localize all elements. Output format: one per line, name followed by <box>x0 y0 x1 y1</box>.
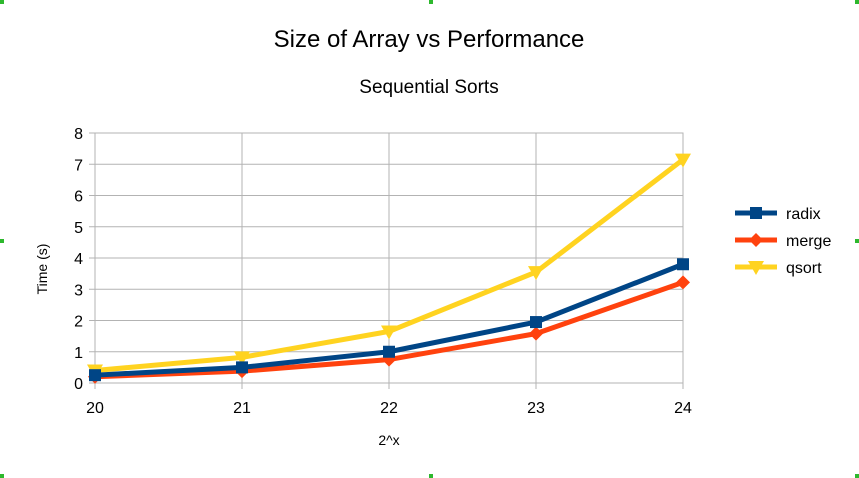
data-point-radix <box>89 369 101 382</box>
y-tick-label: 0 <box>74 376 83 393</box>
legend-item-qsort: qsort <box>735 260 822 277</box>
resize-handle[interactable] <box>0 474 4 478</box>
legend: radix merge qsort <box>735 206 831 277</box>
y-tick-label: 3 <box>74 282 83 299</box>
y-tick-label: 1 <box>74 345 83 362</box>
data-point-qsort <box>528 266 544 281</box>
y-tick-label: 8 <box>74 126 83 143</box>
legend-label: merge <box>786 233 831 250</box>
y-tick-label: 5 <box>74 220 83 237</box>
series-radix <box>89 258 689 382</box>
resize-handle[interactable] <box>855 474 859 478</box>
data-point-qsort <box>381 325 397 340</box>
data-point-qsort <box>675 153 691 168</box>
y-tick-label: 4 <box>74 251 83 268</box>
data-point-qsort <box>234 351 250 366</box>
data-point-merge <box>676 275 690 290</box>
chart-subtitle: Sequential Sorts <box>359 77 498 98</box>
data-point-radix <box>236 361 248 374</box>
legend-item-radix: radix <box>735 206 821 223</box>
legend-label: radix <box>786 206 821 223</box>
y-tick-label: 7 <box>74 157 83 174</box>
legend-marker <box>748 261 764 275</box>
resize-handle[interactable] <box>429 474 433 478</box>
legend-marker <box>750 207 762 219</box>
x-tick-label: 20 <box>86 400 104 417</box>
resize-handle[interactable] <box>429 0 433 4</box>
x-tick-label: 22 <box>380 400 398 417</box>
plot-border <box>94 132 684 384</box>
resize-handle[interactable] <box>0 0 4 4</box>
axes <box>94 132 684 384</box>
resize-handle[interactable] <box>0 239 4 243</box>
legend-item-merge: merge <box>735 233 831 250</box>
x-tick-label: 24 <box>674 400 692 417</box>
x-tick-label: 23 <box>527 400 545 417</box>
data-point-radix <box>677 258 689 271</box>
data-point-radix <box>530 316 542 329</box>
y-axis-label: Time (s) <box>34 244 50 295</box>
resize-handle[interactable] <box>855 239 859 243</box>
data-point-radix <box>383 345 395 358</box>
x-axis-label: 2^x <box>378 432 399 448</box>
y-tick-label: 2 <box>74 314 83 331</box>
legend-label: qsort <box>786 260 822 277</box>
x-tick-label: 21 <box>233 400 251 417</box>
data-point-merge <box>529 326 543 341</box>
chart-title: Size of Array vs Performance <box>274 26 585 53</box>
series-layer <box>87 153 691 384</box>
resize-handle[interactable] <box>855 0 859 4</box>
y-tick-label: 6 <box>74 189 83 206</box>
legend-marker <box>749 233 763 247</box>
